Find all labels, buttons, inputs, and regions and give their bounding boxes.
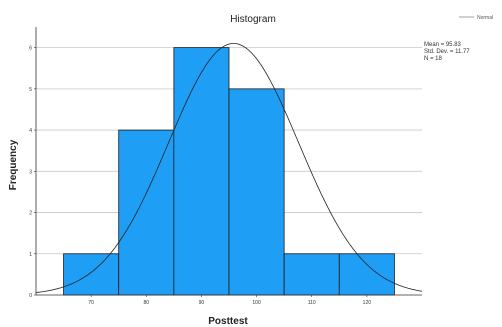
histogram-bar-2 [118, 129, 175, 296]
histogram-bar-1 [63, 253, 120, 296]
y-tick-label-6: 6 [29, 46, 32, 52]
y-tick-label-0: 0 [29, 293, 32, 299]
x-tick-labels: 70 80 90 100 110 120 [88, 295, 371, 306]
y-axis-title: Frequency [8, 139, 19, 190]
legend-label: Normal [477, 15, 493, 21]
x-tick-label-90: 90 [199, 300, 205, 306]
x-tick-label-70: 70 [88, 300, 94, 306]
y-tick-label-5: 5 [29, 87, 32, 93]
y-tick-labels: 0 1 2 3 4 5 6 [29, 46, 36, 299]
x-axis-title: Posttest [208, 316, 248, 327]
x-tick-label-80: 80 [144, 300, 150, 306]
y-tick-label-1: 1 [29, 252, 32, 258]
y-tick-label-2: 2 [29, 211, 32, 217]
histogram-bar-4 [228, 88, 285, 296]
histogram-bar-6 [338, 253, 395, 296]
stat-std: Std. Dev. = 11.77 [424, 49, 470, 55]
histogram-bar-3 [173, 47, 230, 296]
chart-title: Histogram [230, 14, 276, 25]
stats-box: Mean = 95.83 Std. Dev. = 11.77 N = 18 [424, 42, 470, 62]
axes [35, 27, 422, 296]
histogram-bars [63, 47, 395, 296]
histogram-bar-5 [283, 253, 340, 296]
normal-curve [35, 43, 423, 293]
legend: Normal [459, 15, 493, 21]
x-tick-label-120: 120 [363, 300, 372, 306]
y-tick-label-4: 4 [29, 128, 32, 134]
y-tick-label-3: 3 [29, 169, 32, 175]
stat-n: N = 18 [424, 56, 443, 62]
stat-mean: Mean = 95.83 [424, 42, 462, 48]
x-tick-label-110: 110 [308, 300, 316, 306]
x-tick-label-100: 100 [252, 300, 261, 306]
